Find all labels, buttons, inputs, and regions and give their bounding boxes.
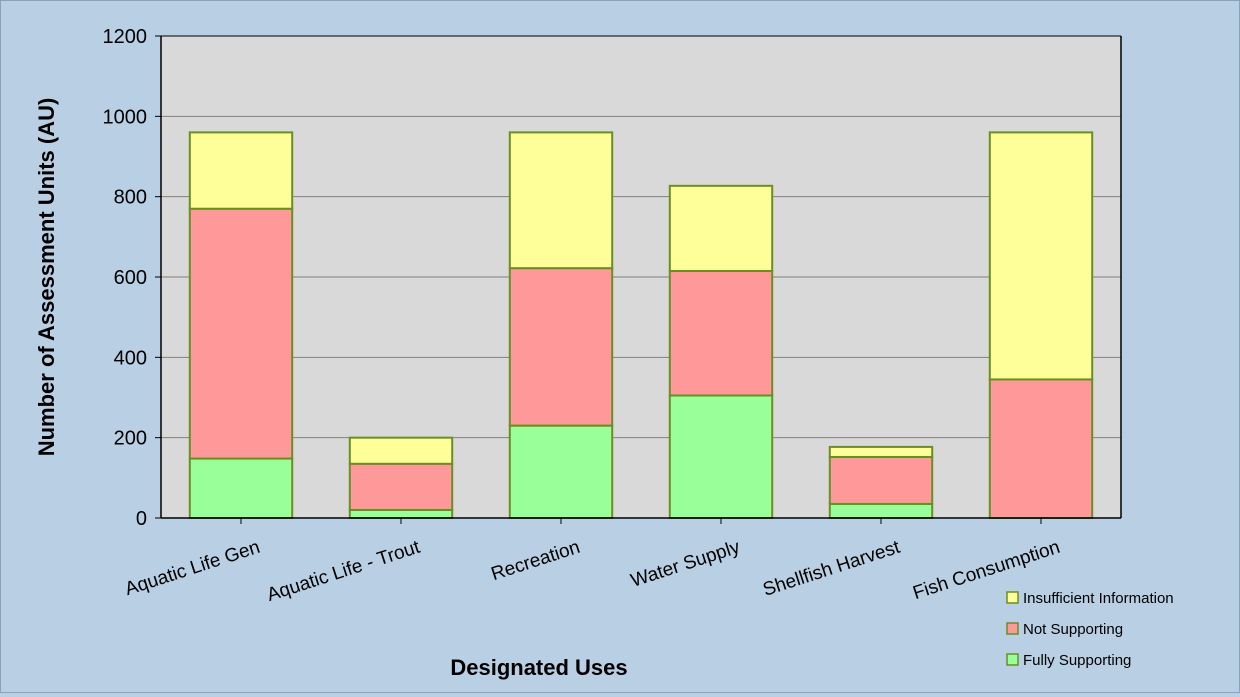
legend-label: Not Supporting xyxy=(1023,621,1123,638)
x-tick-label: Water Supply xyxy=(628,537,743,592)
x-tick-label: Shellfish Harvest xyxy=(760,537,903,601)
legend-label: Fully Supporting xyxy=(1023,652,1131,669)
x-axis-title: Designated Uses xyxy=(450,655,627,680)
bar-segment xyxy=(828,445,934,458)
legend-label: Insufficient Information xyxy=(1023,590,1174,607)
x-tick-label: Aquatic Life - Trout xyxy=(264,537,423,606)
bar-segment xyxy=(508,424,614,519)
legend-swatch xyxy=(1006,622,1019,635)
bar-segment xyxy=(828,455,934,505)
bar-segment xyxy=(668,394,774,519)
bar-segment xyxy=(828,502,934,520)
bar-segment xyxy=(988,378,1094,519)
bar-segment xyxy=(188,457,294,520)
bar-segment xyxy=(508,267,614,427)
y-tick-label: 1000 xyxy=(103,106,148,128)
y-tick-label: 1200 xyxy=(103,26,148,48)
legend-swatch xyxy=(1006,591,1019,604)
y-tick-label: 400 xyxy=(114,347,147,369)
bar-segment xyxy=(348,462,454,511)
y-tick-label: 200 xyxy=(114,428,147,450)
legend-swatch xyxy=(1006,653,1019,666)
bar-segment xyxy=(508,131,614,270)
y-tick-label: 800 xyxy=(114,187,147,209)
bar-segment xyxy=(988,131,1094,381)
bar-segment xyxy=(348,508,454,520)
bar-segment xyxy=(188,207,294,460)
y-axis-title: Number of Assessment Units (AU) xyxy=(34,98,59,457)
legend: Insufficient Information Not Supporting Fu… xyxy=(1006,590,1174,669)
bar-segment xyxy=(668,269,774,397)
bar-segment xyxy=(668,184,774,272)
x-tick-label: Recreation xyxy=(489,537,583,585)
y-tick-label: 600 xyxy=(114,267,147,289)
y-tick-label: 0 xyxy=(136,508,147,530)
bar-segment xyxy=(348,436,454,465)
x-tick-label: Aquatic Life Gen xyxy=(122,537,262,600)
bar-segment xyxy=(188,131,294,210)
